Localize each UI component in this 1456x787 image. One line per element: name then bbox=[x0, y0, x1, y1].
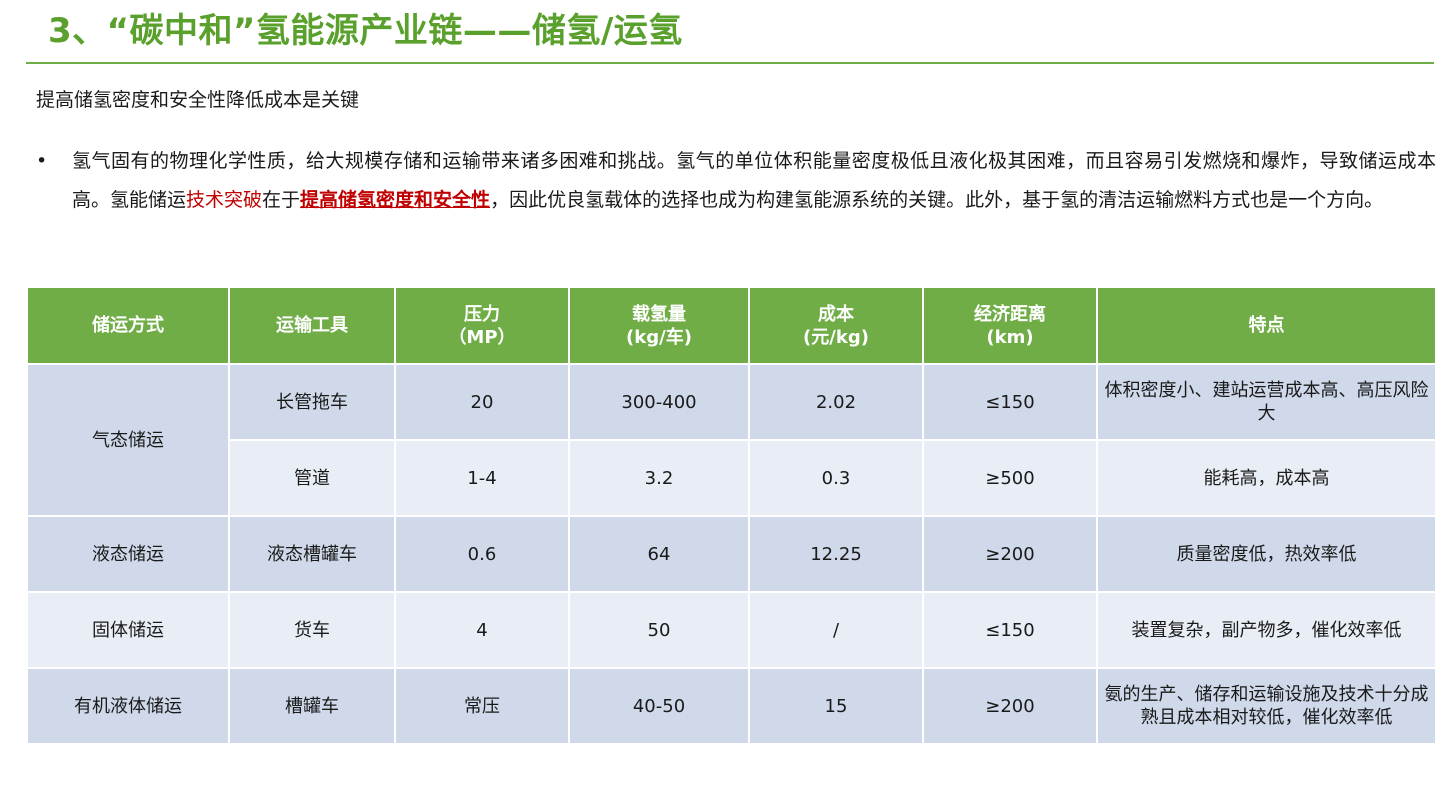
cell-pressure: 4 bbox=[394, 591, 570, 669]
cell-tool: 管道 bbox=[228, 439, 396, 517]
cell-pressure: 常压 bbox=[394, 667, 570, 745]
cell-pressure: 20 bbox=[394, 363, 570, 441]
cell-pressure: 0.6 bbox=[394, 515, 570, 593]
bullet-text-part3: ，因此优良氢载体的选择也成为构建氢能源系统的关键。此外，基于氢的清洁运输燃料方式… bbox=[490, 189, 1384, 211]
table-header-row: 储运方式 运输工具 压力 （MP） 载氢量 (kg/车) 成本 (元/kg) 经… bbox=[26, 286, 1437, 365]
cell-capacity: 64 bbox=[568, 515, 750, 593]
header-cost: 成本 (元/kg) bbox=[748, 286, 924, 365]
cell-tool: 槽罐车 bbox=[228, 667, 396, 745]
section-subtitle: 提高储氢密度和安全性降低成本是关键 bbox=[36, 89, 360, 111]
cell-cost: / bbox=[748, 591, 924, 669]
cell-feature: 质量密度低，热效率低 bbox=[1096, 515, 1437, 593]
page-title: 3、“碳中和”氢能源产业链——储氢/运氢 bbox=[48, 11, 683, 51]
bullet-paragraph: • 氢气固有的物理化学性质，给大规模存储和运输带来诸多困难和挑战。氢气的单位体积… bbox=[36, 142, 1436, 220]
cell-capacity: 50 bbox=[568, 591, 750, 669]
bullet-text-part1: 氢气固有的物理化学性质，给大规模存储和运输带来诸多困难和挑战。氢气的单位体积能量… bbox=[72, 150, 1436, 211]
cell-tool: 货车 bbox=[228, 591, 396, 669]
cell-capacity: 3.2 bbox=[568, 439, 750, 517]
cell-method: 固体储运 bbox=[26, 591, 230, 669]
cell-cost: 12.25 bbox=[748, 515, 924, 593]
bullet-text: 氢气固有的物理化学性质，给大规模存储和运输带来诸多困难和挑战。氢气的单位体积能量… bbox=[72, 142, 1436, 220]
header-method: 储运方式 bbox=[26, 286, 230, 365]
cell-cost: 2.02 bbox=[748, 363, 924, 441]
table-row: 气态储运 长管拖车 20 300-400 2.02 ≤150 体积密度小、建站运… bbox=[26, 363, 1437, 517]
cell-distance: ≥200 bbox=[922, 515, 1098, 593]
highlight-tech-breakthrough: 技术突破 bbox=[186, 189, 263, 211]
cell-capacity: 300-400 bbox=[568, 363, 750, 441]
cell-distance: ≥500 bbox=[922, 439, 1098, 517]
table-row: 固体储运 货车 4 50 / ≤150 装置复杂，副产物多，催化效率低 bbox=[26, 591, 1437, 669]
cell-method: 气态储运 bbox=[26, 363, 230, 517]
cell-feature: 能耗高，成本高 bbox=[1096, 439, 1437, 517]
table-row: 有机液体储运 槽罐车 常压 40-50 15 ≥200 氨的生产、储存和运输设施… bbox=[26, 667, 1437, 745]
cell-method: 液态储运 bbox=[26, 515, 230, 593]
title-divider bbox=[26, 62, 1434, 64]
table-row: 管道 1-4 3.2 0.3 ≥500 能耗高，成本高 bbox=[27, 439, 1437, 517]
cell-capacity: 40-50 bbox=[568, 667, 750, 745]
cell-distance: ≥200 bbox=[922, 667, 1098, 745]
storage-transport-table: 储运方式 运输工具 压力 （MP） 载氢量 (kg/车) 成本 (元/kg) 经… bbox=[26, 286, 1437, 745]
cell-cost: 0.3 bbox=[748, 439, 924, 517]
cell-cost: 15 bbox=[748, 667, 924, 745]
highlight-key-density-safety: 提高储氢密度和安全性 bbox=[300, 189, 491, 211]
header-tool: 运输工具 bbox=[228, 286, 396, 365]
cell-tool: 液态槽罐车 bbox=[228, 515, 396, 593]
cell-feature: 装置复杂，副产物多，催化效率低 bbox=[1096, 591, 1437, 669]
cell-method: 有机液体储运 bbox=[26, 667, 230, 745]
cell-feature: 体积密度小、建站运营成本高、高压风险大 bbox=[1096, 363, 1437, 441]
header-feature: 特点 bbox=[1096, 286, 1437, 365]
header-capacity: 载氢量 (kg/车) bbox=[568, 286, 750, 365]
cell-distance: ≤150 bbox=[922, 591, 1098, 669]
cell-feature: 氨的生产、储存和运输设施及技术十分成熟且成本相对较低，催化效率低 bbox=[1096, 667, 1437, 745]
bullet-marker: • bbox=[36, 150, 48, 172]
cell-distance: ≤150 bbox=[922, 363, 1098, 441]
cell-pressure: 1-4 bbox=[394, 439, 570, 517]
table-row: 液态储运 液态槽罐车 0.6 64 12.25 ≥200 质量密度低，热效率低 bbox=[26, 515, 1437, 593]
header-distance: 经济距离 (km) bbox=[922, 286, 1098, 365]
cell-tool: 长管拖车 bbox=[228, 363, 396, 441]
header-pressure: 压力 （MP） bbox=[394, 286, 570, 365]
bullet-text-part2: 在于 bbox=[262, 189, 301, 211]
